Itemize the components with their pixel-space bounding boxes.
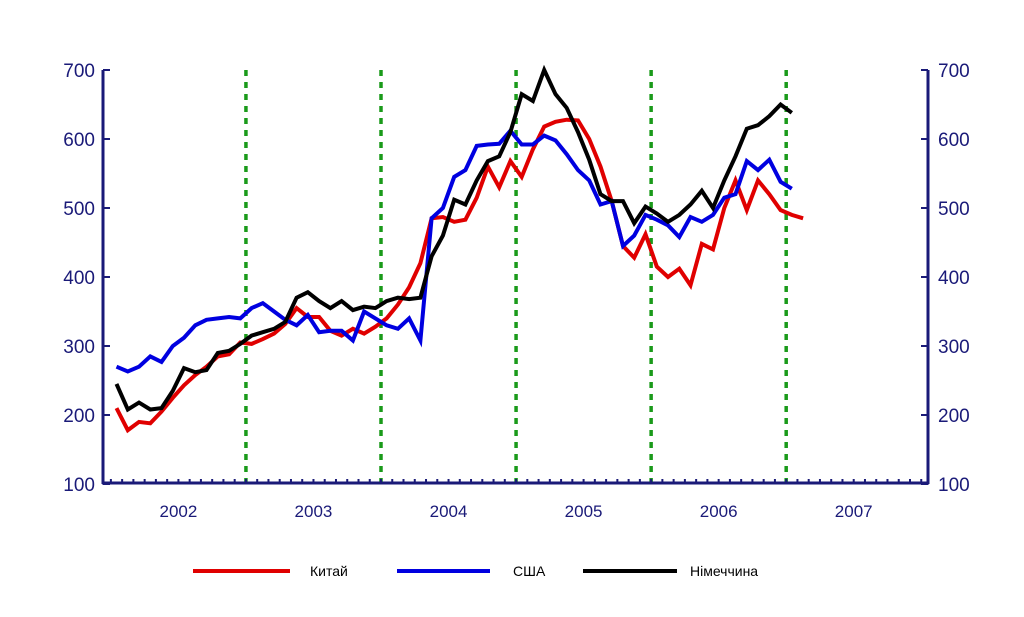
series-line-china bbox=[114, 117, 804, 434]
legend-label-germany: Німеччина bbox=[690, 563, 758, 579]
x-year-label: 2002 bbox=[159, 502, 197, 521]
y-tick-label-right: 400 bbox=[938, 268, 970, 289]
legend-label-china: Китай bbox=[310, 563, 348, 579]
y-tick-label-right: 600 bbox=[938, 130, 970, 151]
y-tick-label-right: 100 bbox=[938, 475, 970, 496]
x-year-label: 2004 bbox=[430, 502, 468, 521]
ticks: 100 200 300 400 500 600 700 100 200 300 400 500 600 7… bbox=[63, 61, 969, 521]
y-tick-label-left: 500 bbox=[63, 199, 95, 220]
y-tick-label-right: 700 bbox=[938, 61, 970, 82]
y-tick-label-left: 600 bbox=[63, 130, 95, 151]
legend-label-usa: США bbox=[513, 563, 546, 579]
series-line-germany bbox=[114, 64, 793, 413]
y-tick-label-left: 300 bbox=[63, 337, 95, 358]
y-tick-label-left: 700 bbox=[63, 61, 95, 82]
x-year-label: 2007 bbox=[835, 502, 873, 521]
y-tick-label-left: 400 bbox=[63, 268, 95, 289]
y-tick-label-right: 500 bbox=[938, 199, 970, 220]
x-year-label: 2006 bbox=[700, 502, 738, 521]
x-year-label: 2003 bbox=[295, 502, 333, 521]
series-lines bbox=[114, 64, 804, 434]
series-line-usa bbox=[115, 127, 793, 374]
y-tick-label-right: 300 bbox=[938, 337, 970, 358]
x-year-label: 2005 bbox=[565, 502, 603, 521]
y-tick-label-right: 200 bbox=[938, 406, 970, 427]
year-dividers bbox=[244, 70, 788, 484]
y-tick-label-left: 100 bbox=[63, 475, 95, 496]
legend: Китай США Німеччина bbox=[193, 563, 758, 579]
y-tick-label-left: 200 bbox=[63, 406, 95, 427]
